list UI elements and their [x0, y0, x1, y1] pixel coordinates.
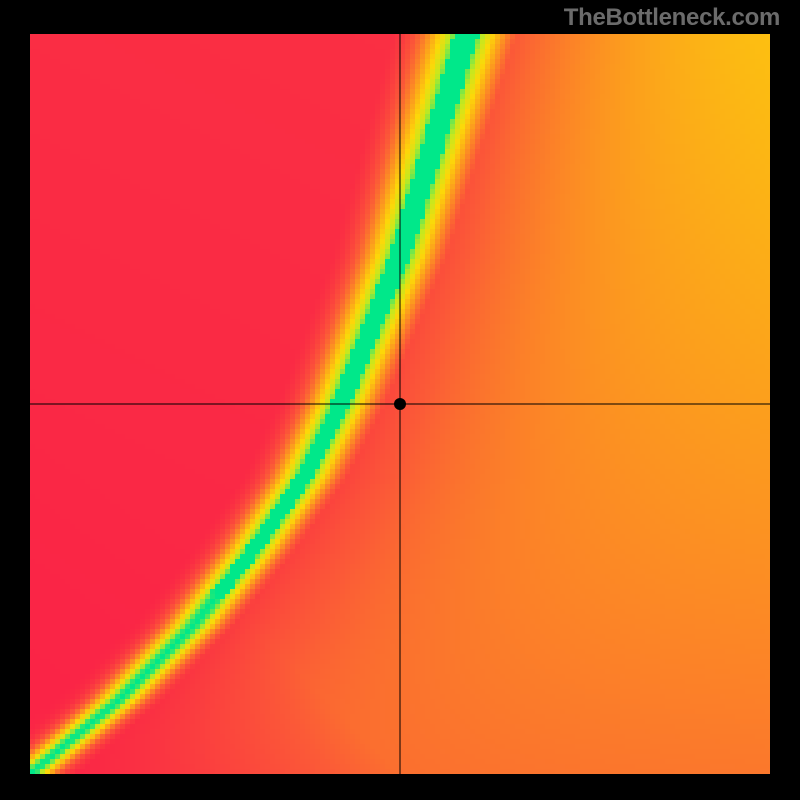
chart-container: TheBottleneck.com: [0, 0, 800, 800]
watermark-text: TheBottleneck.com: [564, 4, 780, 32]
data-point-marker: [394, 398, 406, 410]
